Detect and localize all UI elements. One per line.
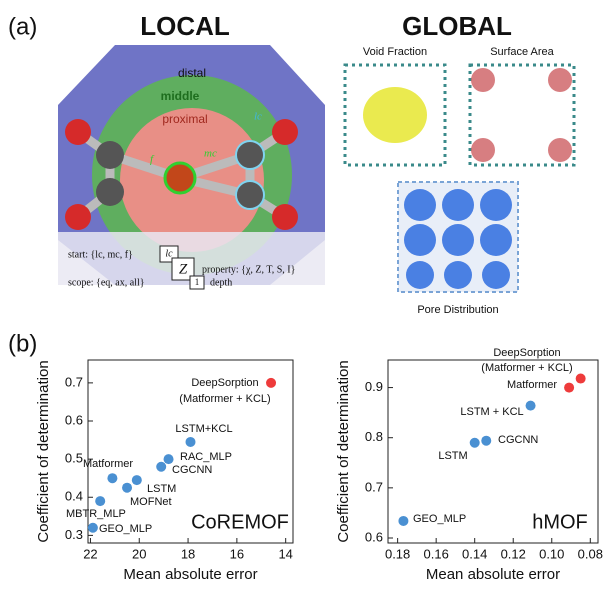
start-label: start: {lc, mc, f} [68, 249, 133, 260]
local-title: LOCAL [140, 11, 230, 41]
panel-title: Pore Distribution [417, 304, 498, 316]
x-tick-label: 0.18 [385, 546, 410, 561]
plot-frame [387, 359, 599, 544]
depth-label: depth [210, 277, 232, 288]
point [481, 435, 492, 446]
property-label: property: {χ, Z, T, S, I} [202, 264, 295, 275]
point [163, 454, 174, 465]
point-label: Matformer [83, 458, 133, 470]
zone-label: proximal [162, 112, 207, 126]
y-tick-label: 0.4 [65, 489, 83, 504]
point [185, 436, 196, 447]
point-label: RAC_MLP [180, 451, 232, 463]
y-tick-label: 0.7 [365, 479, 383, 494]
point-label: CGCNN [498, 434, 538, 446]
atom-label: f [150, 154, 155, 166]
point [87, 522, 98, 533]
pore-blobs [404, 189, 512, 289]
x-tick-label: 22 [83, 546, 97, 561]
point [469, 437, 480, 448]
point [107, 473, 118, 484]
plot-frame [87, 359, 294, 544]
framework [343, 63, 447, 167]
box [189, 275, 205, 290]
point-label: LSTM + KCL [460, 406, 523, 418]
x-tick-label: 20 [132, 546, 146, 561]
atom-label: mc [204, 148, 217, 160]
point [122, 482, 133, 493]
point-label: MBTR_MLP [66, 508, 126, 520]
y-tick-label: 0.6 [65, 412, 83, 427]
x-tick-label: 0.16 [424, 546, 449, 561]
box [171, 257, 195, 281]
point [266, 377, 277, 388]
y-tick-label: 0.6 [365, 529, 383, 544]
point [131, 475, 142, 486]
box-label: lc [165, 248, 173, 259]
panel-label: (a) [8, 13, 37, 40]
x-tick-label: 0.14 [462, 546, 487, 561]
zone-label: middle [161, 89, 200, 103]
panel-label: (b) [8, 330, 37, 357]
annotation: CoREMOF [191, 511, 289, 533]
point [575, 373, 586, 384]
x-axis-label: Mean absolute error [123, 566, 257, 583]
global-title: GLOBAL [402, 11, 512, 41]
x-tick-label: 14 [278, 546, 292, 561]
point-label: LSTM+KCL [175, 423, 232, 435]
y-tick-label: 0.3 [65, 527, 83, 542]
surface-blobs [471, 68, 572, 162]
y-axis-label: Coefficient of determination [335, 360, 352, 542]
point-label: DeepSorption [493, 347, 560, 359]
y-axis-label: Coefficient of determination [35, 360, 52, 542]
point [95, 496, 106, 507]
annotation: (Matformer + KCL) [481, 362, 572, 374]
local-diagram: distal middle proximal lc mc f start: {l… [58, 45, 325, 290]
y-tick-label: 0.5 [65, 451, 83, 466]
panel-title: Void Fraction [363, 46, 427, 58]
annotation: (Matformer + KCL) [179, 393, 270, 405]
x-tick-label: 0.12 [501, 546, 526, 561]
point-label: DeepSorption [191, 377, 258, 389]
point [398, 515, 409, 526]
point-label: GEO_MLP [413, 513, 466, 525]
x-tick-label: 16 [230, 546, 244, 561]
point [525, 400, 536, 411]
point-label: Matformer [507, 379, 557, 391]
point-label: LSTM [147, 483, 176, 495]
point [564, 382, 575, 393]
y-tick-label: 0.8 [365, 429, 383, 444]
void-blob [363, 87, 427, 143]
point-label: GEO_MLP [99, 523, 152, 535]
box-label: Z [179, 261, 188, 277]
y-tick-label: 0.9 [365, 379, 383, 394]
point-label: CGCNN [172, 464, 212, 476]
x-tick-label: 0.08 [578, 546, 603, 561]
global-images: Void Fraction Surface Area Pore Distribu… [343, 46, 576, 316]
x-tick-label: 0.10 [539, 546, 564, 561]
zone-label: distal [178, 66, 206, 80]
box-label: 1 [195, 277, 200, 287]
point [156, 461, 167, 472]
annotation: hMOF [532, 511, 588, 533]
atoms [65, 119, 298, 230]
framework [468, 63, 576, 167]
scope-label: scope: {eq, ax, all} [68, 277, 145, 288]
point-label: LSTM [438, 450, 467, 462]
x-axis-label: Mean absolute error [426, 566, 560, 583]
y-tick-label: 0.7 [65, 374, 83, 389]
x-tick-label: 18 [181, 546, 195, 561]
panel-title: Surface Area [490, 46, 554, 58]
point-label: MOFNet [130, 496, 172, 508]
atom-label: lc [254, 111, 262, 123]
